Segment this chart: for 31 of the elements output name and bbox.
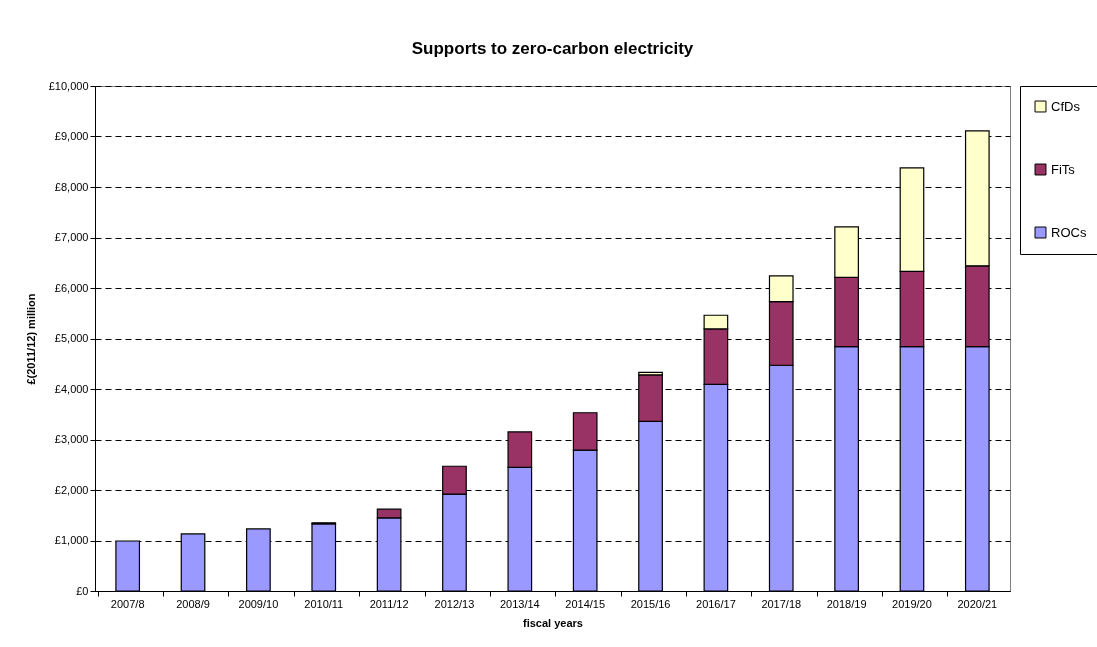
x-tick-label: 2016/17 — [696, 597, 736, 610]
y-tick-label: £10,000 — [48, 79, 89, 92]
y-axis-title: £(2011/12) million — [24, 293, 37, 385]
x-tick-label: 2009/10 — [238, 597, 279, 610]
chart-title: Supports to zero-carbon electricity — [411, 39, 694, 58]
x-tick-label: 2007/8 — [110, 597, 145, 610]
x-tick-label: 2013/14 — [499, 597, 540, 610]
x-tick-label: 2011/12 — [369, 597, 409, 610]
y-tick-label: £5,000 — [54, 332, 89, 344]
x-tick-label: 2020/21 — [957, 597, 998, 610]
y-tick-label: £0 — [76, 584, 89, 597]
x-tick-label: 2012/13 — [434, 597, 475, 610]
x-tick-label: 2017/18 — [761, 597, 802, 610]
legend-label: CfDs — [1051, 98, 1081, 114]
x-tick-label: 2014/15 — [565, 597, 606, 610]
x-tick-label: 2008/9 — [176, 597, 210, 610]
y-tick-label: £4,000 — [54, 382, 89, 395]
y-tick-label: £9,000 — [54, 130, 89, 142]
legend-label: FiTs — [1051, 161, 1076, 177]
y-tick-label: £1,000 — [54, 534, 89, 546]
y-tick-label: £2,000 — [54, 483, 89, 496]
y-tick-label: £6,000 — [54, 281, 89, 294]
x-tick-label: 2019/20 — [892, 597, 932, 610]
y-tick-label: £7,000 — [54, 231, 89, 243]
x-tick-label: 2018/19 — [826, 597, 867, 610]
x-tick-label: 2015/16 — [630, 597, 671, 610]
x-axis-title: fiscal years — [523, 616, 583, 629]
x-tick-label: 2010/11 — [304, 597, 344, 610]
y-tick-label: £3,000 — [54, 433, 89, 445]
legend-label: ROCs — [1051, 224, 1087, 240]
y-tick-label: £8,000 — [54, 180, 89, 193]
